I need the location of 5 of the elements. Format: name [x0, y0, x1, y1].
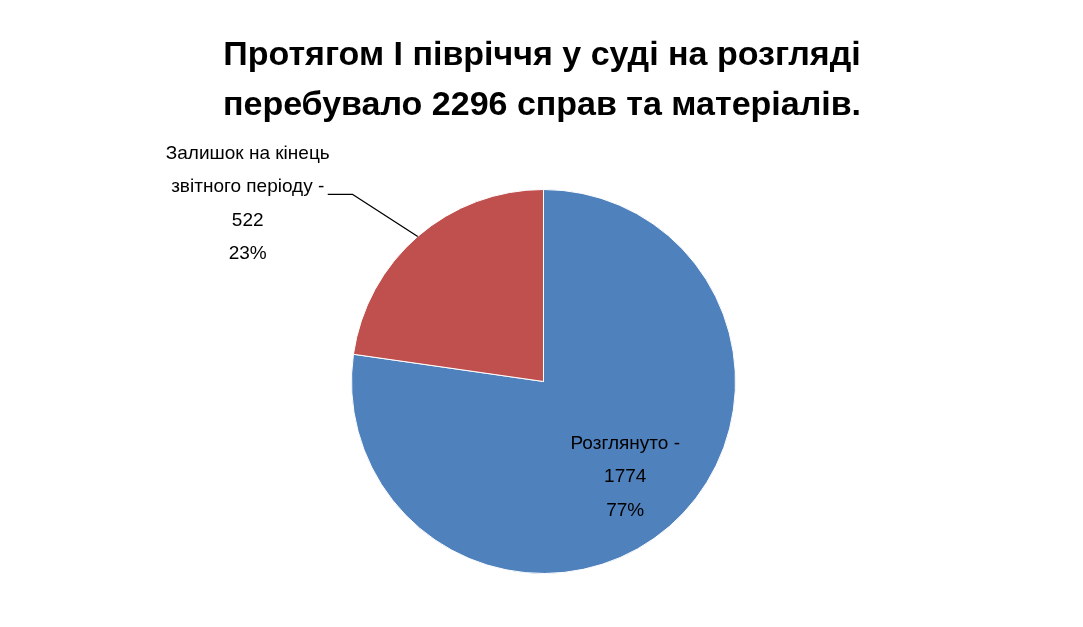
chart-title: Протягом I півріччя у суді на розгляді перебувало 2296 справ та матеріалів.	[222, 33, 862, 122]
slice-label: Залишок на кінець звітного періоду -	[165, 141, 330, 197]
data-label: 1774 77%	[604, 465, 647, 520]
data-label: 522 23%	[228, 208, 267, 264]
slice-label: Розглянуто -	[570, 431, 680, 453]
